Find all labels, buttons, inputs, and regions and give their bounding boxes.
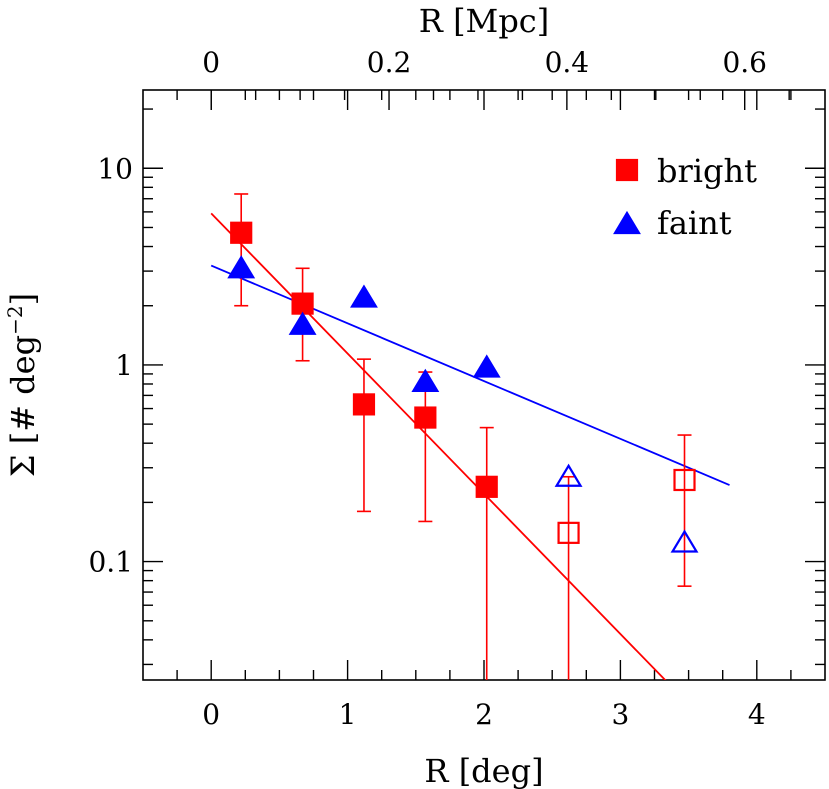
tick-labels: 0 1 2 3 4 0 0.2 0.4 0.6 0.1 1 10 <box>88 46 767 731</box>
data-point-bright <box>352 393 376 416</box>
legend: bright faint <box>613 152 757 242</box>
y-tick-label: 10 <box>97 152 133 185</box>
data-point-bright <box>230 221 253 244</box>
data-point-faint <box>411 368 440 392</box>
data-point-faint <box>227 255 256 279</box>
x-tick-label: 2 <box>475 698 493 731</box>
x-tick-label: 1 <box>339 698 357 731</box>
y-axis-title: Σ [# deg−2] <box>3 293 42 477</box>
y-axis-title-exponent: −2 <box>3 305 27 334</box>
data-point-faint <box>288 311 317 335</box>
x-axis-title: R [deg] <box>424 752 543 789</box>
data-point-bright <box>673 468 696 492</box>
x2-tick-label: 0.6 <box>722 46 767 79</box>
x2-tick-label: 0.2 <box>367 46 412 79</box>
data-point-bright <box>475 475 498 498</box>
fit-line-faint <box>210 264 730 486</box>
legend-symbol-faint <box>613 210 641 235</box>
data-point-bright <box>414 406 437 429</box>
legend-symbol-bright <box>615 158 639 182</box>
data-point-faint <box>554 463 583 487</box>
axis-ticks <box>143 90 825 680</box>
data-point-faint <box>670 529 699 553</box>
x-tick-label: 4 <box>748 698 766 731</box>
y-axis-title-close: ] <box>4 293 42 305</box>
data-point-bright <box>557 521 580 544</box>
y-tick-label: 1 <box>115 349 133 382</box>
data-point-faint <box>350 284 378 308</box>
data-point-faint <box>472 354 501 378</box>
y-tick-label: 0.1 <box>88 546 133 579</box>
fit-lines <box>210 212 730 680</box>
x-tick-label: 3 <box>611 698 629 731</box>
x2-tick-label: 0 <box>202 46 220 79</box>
x-tick-label: 0 <box>202 698 220 731</box>
data-markers <box>227 221 699 553</box>
error-bars <box>234 193 692 680</box>
x2-axis-title: R [Mpc] <box>419 2 549 40</box>
data-point-bright <box>291 292 314 315</box>
x2-tick-label: 0.4 <box>545 46 590 79</box>
legend-marker-faint <box>613 210 641 235</box>
fit-line-bright <box>210 212 667 680</box>
legend-marker-bright <box>615 158 639 182</box>
legend-label-faint: faint <box>657 204 732 242</box>
legend-label-bright: bright <box>657 152 757 190</box>
y-axis-title-main: Σ [# deg <box>4 335 42 477</box>
